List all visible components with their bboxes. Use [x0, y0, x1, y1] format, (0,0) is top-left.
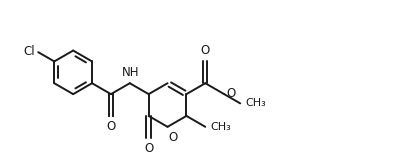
Text: O: O: [201, 44, 210, 58]
Text: CH₃: CH₃: [210, 122, 231, 132]
Text: O: O: [168, 131, 178, 144]
Text: CH₃: CH₃: [245, 98, 266, 108]
Text: O: O: [106, 120, 115, 133]
Text: NH: NH: [122, 66, 140, 79]
Text: O: O: [226, 87, 236, 100]
Text: Cl: Cl: [23, 45, 35, 58]
Text: O: O: [144, 142, 153, 155]
